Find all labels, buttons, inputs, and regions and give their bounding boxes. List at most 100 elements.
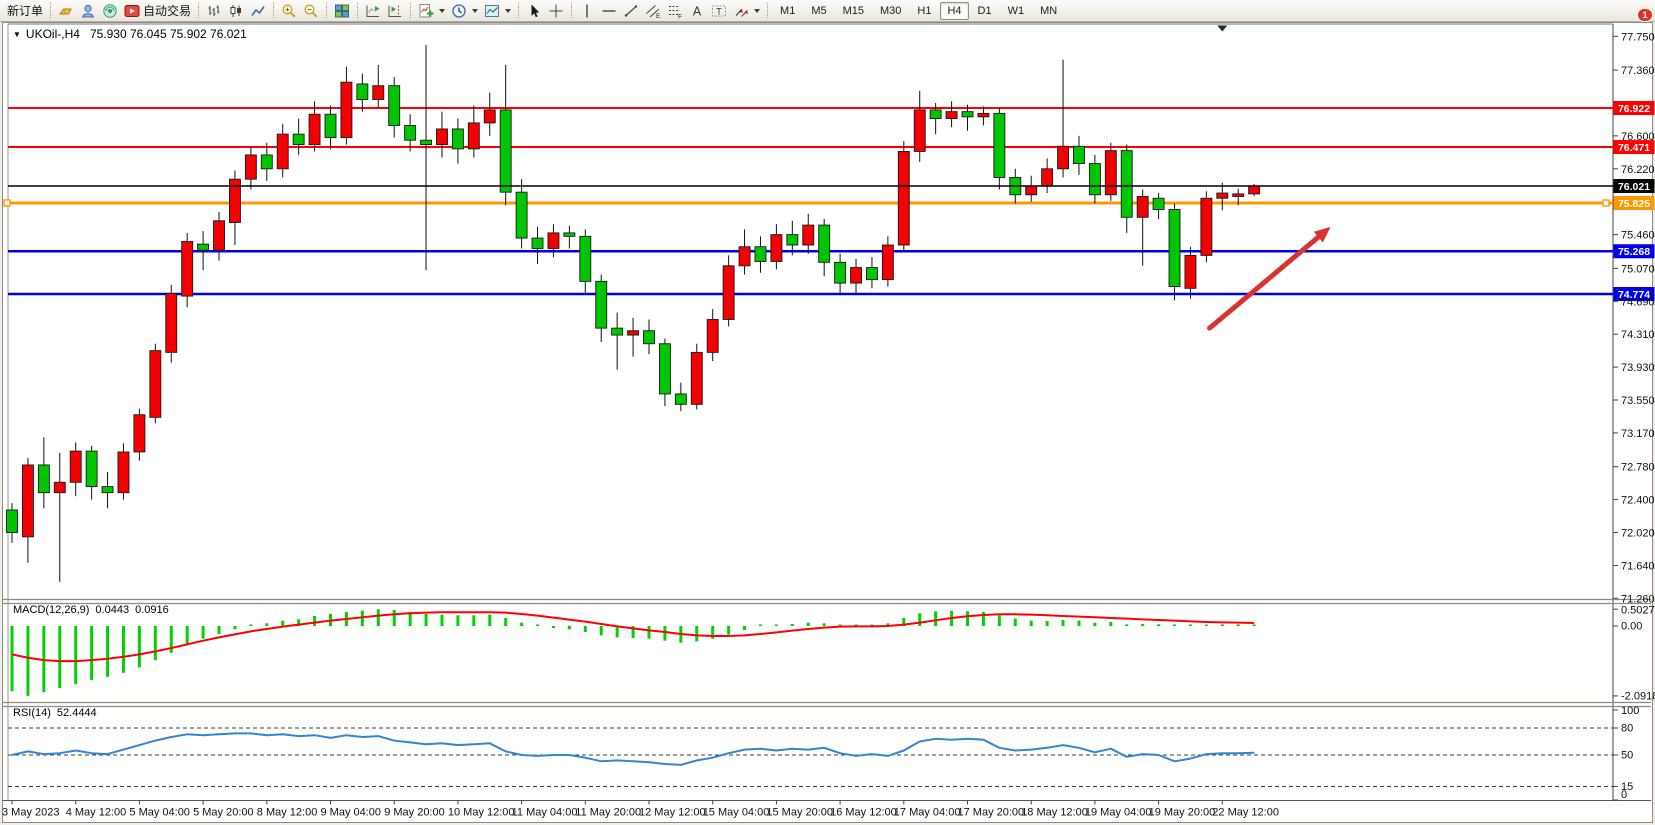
svg-text:E: E [656, 13, 661, 19]
bar-chart-icon [206, 3, 222, 19]
toolbar-separator [571, 3, 573, 18]
timeframe-m30-button[interactable]: M30 [880, 4, 902, 17]
fibonacci-icon: F [667, 3, 683, 19]
templates-icon[interactable] [481, 1, 514, 20]
equidistant-channel-icon[interactable]: E [642, 1, 664, 20]
text-label-icon: T [711, 3, 727, 19]
chart-shift-icon[interactable] [384, 1, 406, 20]
svg-text:15 May 20:00: 15 May 20:00 [766, 807, 833, 819]
tile-windows-icon [334, 3, 350, 19]
timeframe-w1-button[interactable]: W1 [1007, 4, 1025, 17]
svg-text:0.5027: 0.5027 [1621, 605, 1655, 617]
rsi-indicator-label: RSI(14) 52.4444 [13, 707, 97, 719]
svg-text:74.310: 74.310 [1621, 329, 1655, 341]
new-order-button[interactable]: 新订单 [4, 1, 46, 20]
bar-chart-icon[interactable] [203, 1, 225, 20]
autotrading-button[interactable]: 自动交易 [121, 1, 194, 20]
svg-text:19 May 20:00: 19 May 20:00 [1149, 807, 1216, 819]
timeframe-m5-button[interactable]: M5 [811, 4, 827, 17]
svg-text:50: 50 [1621, 750, 1633, 762]
main-toolbar: 新订单 自动交易 E F A T M1 M5 M15 M30 H1 H4 D1 W1 MN 1 [0, 0, 1655, 22]
toolbar-separator [767, 3, 769, 18]
svg-text:15: 15 [1621, 781, 1633, 793]
svg-text:12 May 12:00: 12 May 12:00 [639, 807, 706, 819]
indicators-icon[interactable] [415, 1, 448, 20]
crosshair-icon [548, 3, 564, 19]
chevron-down-icon[interactable] [472, 8, 479, 13]
svg-text:11 May 20:00: 11 May 20:00 [575, 807, 641, 819]
svg-text:76.922: 76.922 [1618, 103, 1650, 115]
chevron-down-icon[interactable] [754, 8, 761, 13]
auto-scroll-icon[interactable] [362, 1, 384, 20]
timeframe-m1-button[interactable]: M1 [780, 4, 796, 17]
vertical-line-icon[interactable] [576, 1, 598, 20]
text-icon[interactable]: A [686, 1, 708, 20]
timeframe-mn-button[interactable]: MN [1040, 4, 1058, 17]
macd-name: MACD(12,26,9) [13, 604, 90, 616]
profile-icon[interactable] [77, 1, 99, 20]
macd-indicator-label: MACD(12,26,9) 0.0443 0.0916 [13, 604, 169, 616]
svg-text:17 May 20:00: 17 May 20:00 [958, 807, 1025, 819]
arrows-tool-icon[interactable] [730, 1, 763, 20]
price-axis [1613, 35, 1655, 599]
crosshair-icon[interactable] [545, 1, 567, 20]
zoom-in-icon [281, 3, 297, 19]
symbol-name: UKOil-,H4 [25, 27, 80, 41]
vertical-line-icon [579, 3, 595, 19]
svg-text:5 May 04:00: 5 May 04:00 [129, 807, 190, 819]
svg-text:19 May 04:00: 19 May 04:00 [1085, 807, 1152, 819]
symbol-dropdown-icon[interactable]: ▼ [13, 30, 21, 39]
svg-text:22 May 12:00: 22 May 12:00 [1212, 807, 1279, 819]
horizontal-line-icon[interactable] [598, 1, 620, 20]
periods-icon[interactable] [448, 1, 481, 20]
zoom-out-icon[interactable] [300, 1, 322, 20]
market-watch-icon[interactable] [55, 1, 77, 20]
autotrading-icon [124, 3, 140, 19]
svg-text:16 May 12:00: 16 May 12:00 [830, 807, 897, 819]
toolbar-separator [410, 3, 412, 18]
line-chart-icon[interactable] [247, 1, 269, 20]
svg-text:18 May 12:00: 18 May 12:00 [1021, 807, 1088, 819]
trendline-icon[interactable] [620, 1, 642, 20]
svg-text:75.460: 75.460 [1621, 230, 1655, 242]
candlestick-chart-icon[interactable] [225, 1, 247, 20]
new-order-button-label: 新订单 [7, 4, 44, 18]
fibonacci-icon[interactable]: F [664, 1, 686, 20]
rsi-name: RSI(14) [13, 707, 51, 719]
tile-windows-icon[interactable] [331, 1, 353, 20]
timeframe-d1-button[interactable]: D1 [977, 4, 992, 17]
market-watch-icon [58, 3, 74, 19]
svg-text:73.170: 73.170 [1621, 428, 1655, 440]
signals-icon[interactable] [99, 1, 121, 20]
chevron-down-icon[interactable] [439, 8, 446, 13]
equidistant-channel-icon: E [645, 3, 661, 19]
cursor-icon[interactable] [523, 1, 545, 20]
toolbar-separator [198, 3, 200, 18]
svg-text:15 May 04:00: 15 May 04:00 [703, 807, 770, 819]
svg-text:100: 100 [1621, 705, 1639, 717]
trend-arrow-head [1313, 226, 1331, 243]
toolbar-separator [357, 3, 359, 18]
svg-text:72.400: 72.400 [1621, 495, 1655, 507]
zoom-out-icon [303, 3, 319, 19]
hline-objects [3, 107, 1613, 296]
chevron-down-icon[interactable] [505, 8, 512, 13]
timeframe-h4-button[interactable]: H4 [940, 1, 969, 20]
toolbar-separator [326, 3, 328, 18]
chart-title: ▼ UKOil-,H4 75.930 76.045 75.902 76.021 [13, 27, 247, 41]
autotrading-button-label: 自动交易 [143, 4, 192, 18]
text-label-icon[interactable]: T [708, 1, 730, 20]
svg-text:75.268: 75.268 [1618, 246, 1650, 258]
text-icon: A [689, 3, 705, 19]
svg-text:77.360: 77.360 [1621, 65, 1655, 77]
zoom-in-icon[interactable] [278, 1, 300, 20]
svg-text:17 May 04:00: 17 May 04:00 [894, 807, 961, 819]
svg-text:4 May 12:00: 4 May 12:00 [66, 807, 127, 819]
timeframe-m15-button[interactable]: M15 [842, 4, 864, 17]
svg-text:74.774: 74.774 [1618, 289, 1650, 301]
svg-text:80: 80 [1621, 723, 1633, 735]
svg-text:76.471: 76.471 [1618, 142, 1650, 154]
timeframe-h1-button[interactable]: H1 [917, 4, 932, 17]
